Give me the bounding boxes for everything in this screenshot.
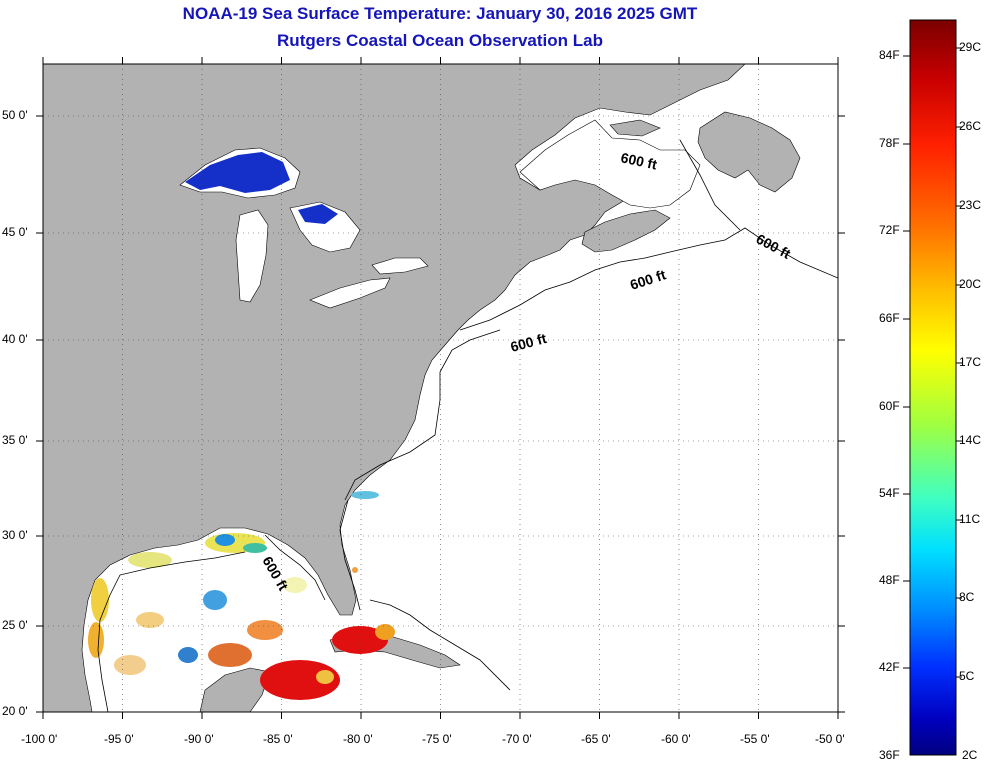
lat-label: 45 0' xyxy=(2,225,28,239)
north-america-land xyxy=(43,64,746,712)
contour-label: 600 ft xyxy=(619,149,658,172)
isobath-contours xyxy=(97,139,838,712)
lon-label: -65 0' xyxy=(581,732,611,746)
lat-label: 20 0' xyxy=(2,704,28,718)
colorbar-c-label: 8C xyxy=(959,590,975,604)
nova-scotia-land xyxy=(581,209,671,253)
graticule xyxy=(43,64,838,712)
colorbar-f-label: 66F xyxy=(879,311,900,325)
lon-label: -85 0' xyxy=(263,732,293,746)
colorbar-c-label: 20C xyxy=(959,277,982,291)
colorbar-f-label: 72F xyxy=(879,223,900,237)
lon-label: -95 0' xyxy=(104,732,134,746)
lon-label: -100 0' xyxy=(21,732,58,746)
map-title: NOAA-19 Sea Surface Temperature: January… xyxy=(182,4,698,23)
lon-label: -60 0' xyxy=(661,732,691,746)
colorbar-f-label: 36F xyxy=(879,748,900,762)
lon-label: -80 0' xyxy=(343,732,373,746)
axis-ticks xyxy=(36,57,845,719)
colorbar-c-label: 11C xyxy=(959,512,981,526)
lake-superior-cold-water xyxy=(185,152,290,193)
newfoundland-land xyxy=(697,111,801,193)
lon-label: -70 0' xyxy=(502,732,532,746)
gulf-st-lawrence-water xyxy=(519,119,701,209)
colorbar-f-label: 60F xyxy=(879,399,900,413)
yucatan-land xyxy=(199,667,271,712)
colorbar-f-label: 42F xyxy=(879,660,900,674)
colorbar-f-label: 48F xyxy=(879,573,900,587)
lat-label: 35 0' xyxy=(2,433,28,447)
colorbar-c-label: 26C xyxy=(959,119,982,133)
anticosti-land xyxy=(609,119,661,137)
colorbar-c-label: 29C xyxy=(959,40,982,54)
lake-huron-cold-water xyxy=(298,204,338,224)
colorbar-c-label: 5C xyxy=(959,669,975,683)
lat-label: 40 0' xyxy=(2,332,28,346)
lake-ontario xyxy=(371,257,429,275)
lat-label: 30 0' xyxy=(2,528,28,542)
colorbar-c-label: 17C xyxy=(959,355,982,369)
lake-erie xyxy=(309,277,391,309)
lon-label: -75 0' xyxy=(422,732,452,746)
colorbar-f-label: 78F xyxy=(879,136,900,150)
lon-label: -90 0' xyxy=(184,732,214,746)
colorbar xyxy=(909,19,957,756)
colorbar-c-label: 2C xyxy=(962,748,978,762)
colorbar-f-label: 84F xyxy=(879,48,900,62)
gulf-sst-patches xyxy=(88,491,395,700)
lat-label: 25 0' xyxy=(2,618,28,632)
lon-label: -50 0' xyxy=(815,732,845,746)
colorbar-c-label: 14C xyxy=(959,433,982,447)
lon-label: -55 0' xyxy=(740,732,770,746)
map-subtitle: Rutgers Coastal Ocean Observation Lab xyxy=(277,31,603,50)
colorbar-ticks xyxy=(903,47,962,678)
colorbar-c-label: 23C xyxy=(959,198,982,212)
colorbar-f-label: 54F xyxy=(879,486,900,500)
lat-label: 50 0' xyxy=(2,108,28,122)
